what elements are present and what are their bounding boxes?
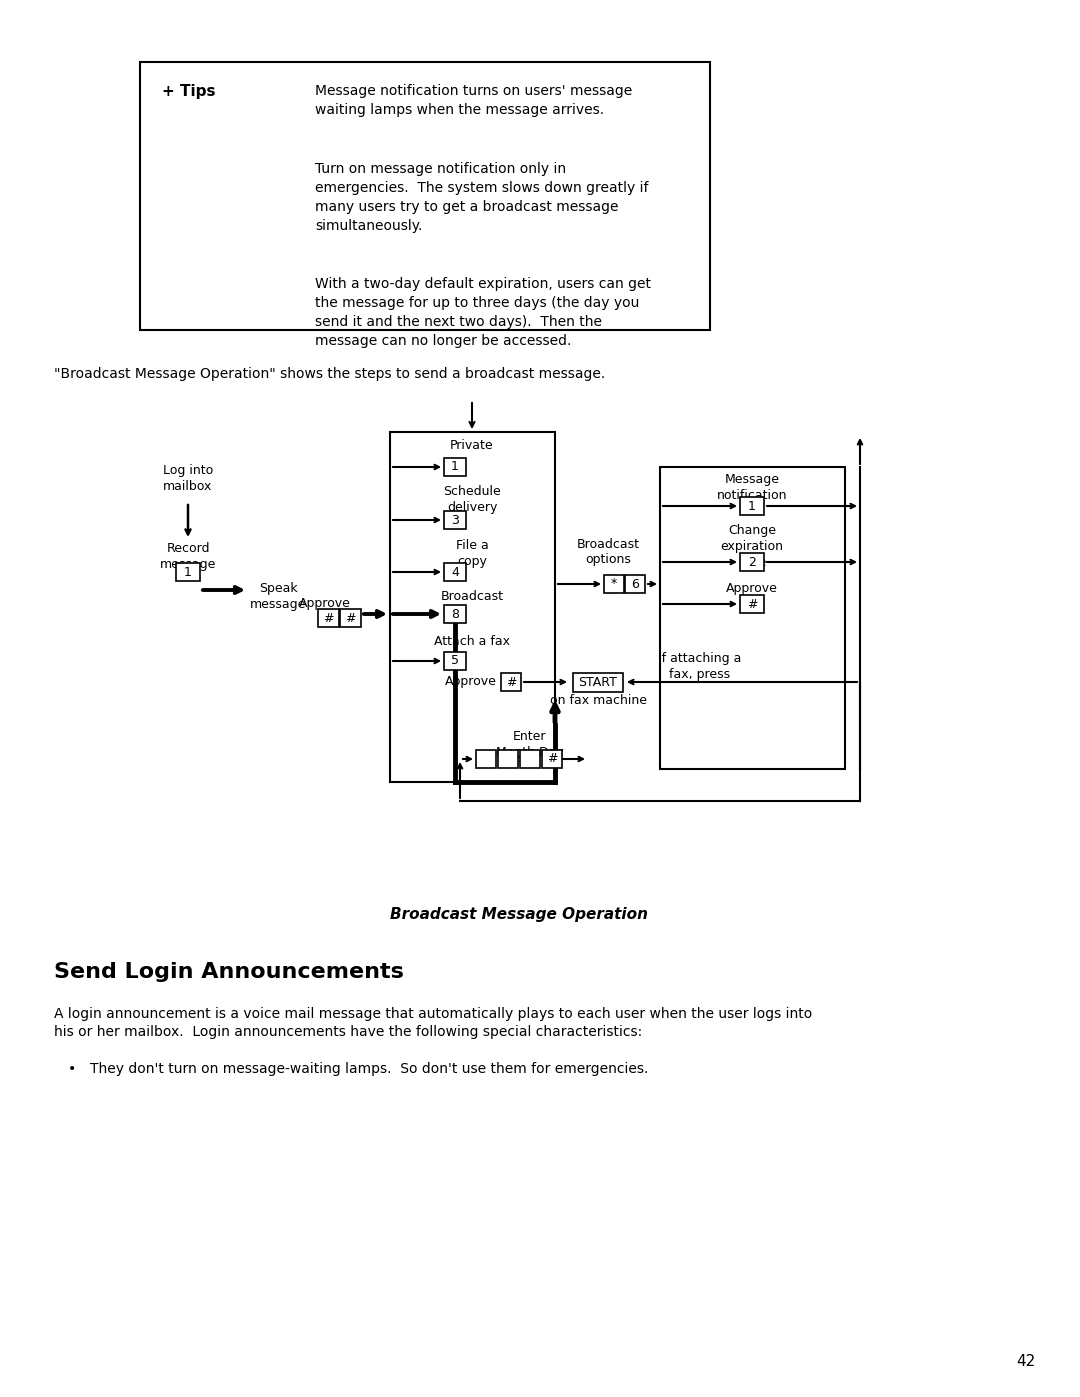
Bar — [740, 497, 764, 515]
Bar — [444, 652, 465, 671]
Text: 1: 1 — [748, 500, 756, 513]
Bar — [740, 595, 764, 613]
Bar — [573, 672, 623, 692]
Text: With a two-day default expiration, users can get
the message for up to three day: With a two-day default expiration, users… — [315, 277, 651, 348]
Text: #: # — [345, 612, 355, 624]
Bar — [501, 673, 521, 692]
Bar — [339, 609, 361, 627]
Text: Listen: Listen — [508, 753, 545, 766]
Text: 5: 5 — [451, 655, 459, 668]
Text: Schedule
delivery: Schedule delivery — [443, 485, 501, 514]
Bar — [542, 750, 562, 768]
Text: #: # — [546, 753, 557, 766]
Text: Speak
message: Speak message — [249, 583, 307, 610]
Text: 1: 1 — [184, 566, 192, 578]
Text: Private: Private — [450, 439, 494, 453]
Text: 8: 8 — [451, 608, 459, 620]
Text: *: * — [611, 577, 617, 591]
Text: Attach a fax: Attach a fax — [434, 636, 510, 648]
Text: Record
message: Record message — [160, 542, 216, 571]
Text: his or her mailbox.  Login announcements have the following special characterist: his or her mailbox. Login announcements … — [54, 1025, 643, 1039]
Text: Approve: Approve — [445, 676, 497, 689]
Text: Approve: Approve — [299, 597, 351, 610]
Text: They don't turn on message-waiting lamps.  So don't use them for emergencies.: They don't turn on message-waiting lamps… — [90, 1062, 648, 1076]
Text: Enter
Month Day: Enter Month Day — [496, 731, 564, 759]
Bar — [140, 61, 710, 330]
Text: File a
copy: File a copy — [456, 539, 488, 569]
Text: on fax machine: on fax machine — [550, 694, 647, 707]
Text: Approve: Approve — [726, 583, 778, 595]
Bar — [604, 576, 624, 592]
Text: Broadcast: Broadcast — [441, 590, 503, 604]
Text: Broadcast
options: Broadcast options — [577, 538, 639, 567]
Bar — [318, 609, 338, 627]
Text: 3: 3 — [451, 514, 459, 527]
Text: #: # — [505, 676, 516, 689]
Text: #: # — [323, 612, 334, 624]
Bar — [476, 750, 496, 768]
Bar — [519, 750, 540, 768]
Bar — [740, 553, 764, 571]
Text: 1: 1 — [451, 461, 459, 474]
Bar — [660, 467, 845, 768]
Text: Broadcast Message Operation: Broadcast Message Operation — [390, 907, 648, 922]
Text: #: # — [746, 598, 757, 610]
Text: Change
expiration
date: Change expiration date — [720, 524, 783, 569]
Bar — [625, 576, 645, 592]
Bar — [444, 511, 465, 529]
Text: "Broadcast Message Operation" shows the steps to send a broadcast message.: "Broadcast Message Operation" shows the … — [54, 367, 605, 381]
Bar — [390, 432, 555, 782]
Text: Turn on message notification only in
emergencies.  The system slows down greatly: Turn on message notification only in eme… — [315, 162, 648, 233]
Text: Message
notification: Message notification — [717, 474, 787, 502]
Text: Message notification turns on users' message
waiting lamps when the message arri: Message notification turns on users' mes… — [315, 84, 632, 117]
Text: •: • — [68, 1062, 76, 1076]
Text: If attaching a
fax, press: If attaching a fax, press — [659, 652, 742, 680]
Text: Log into
mailbox: Log into mailbox — [163, 464, 213, 493]
Text: A login announcement is a voice mail message that automatically plays to each us: A login announcement is a voice mail mes… — [54, 1007, 812, 1021]
Text: 2: 2 — [748, 556, 756, 569]
Bar — [498, 750, 518, 768]
Bar — [444, 605, 465, 623]
Bar — [176, 563, 200, 581]
Text: Send Login Announcements: Send Login Announcements — [54, 963, 404, 982]
Text: 4: 4 — [451, 566, 459, 578]
Text: START: START — [579, 676, 618, 689]
Bar — [444, 458, 465, 476]
Text: 6: 6 — [631, 577, 639, 591]
Bar — [444, 563, 465, 581]
Text: + Tips: + Tips — [162, 84, 216, 99]
Text: 42: 42 — [1016, 1355, 1036, 1369]
